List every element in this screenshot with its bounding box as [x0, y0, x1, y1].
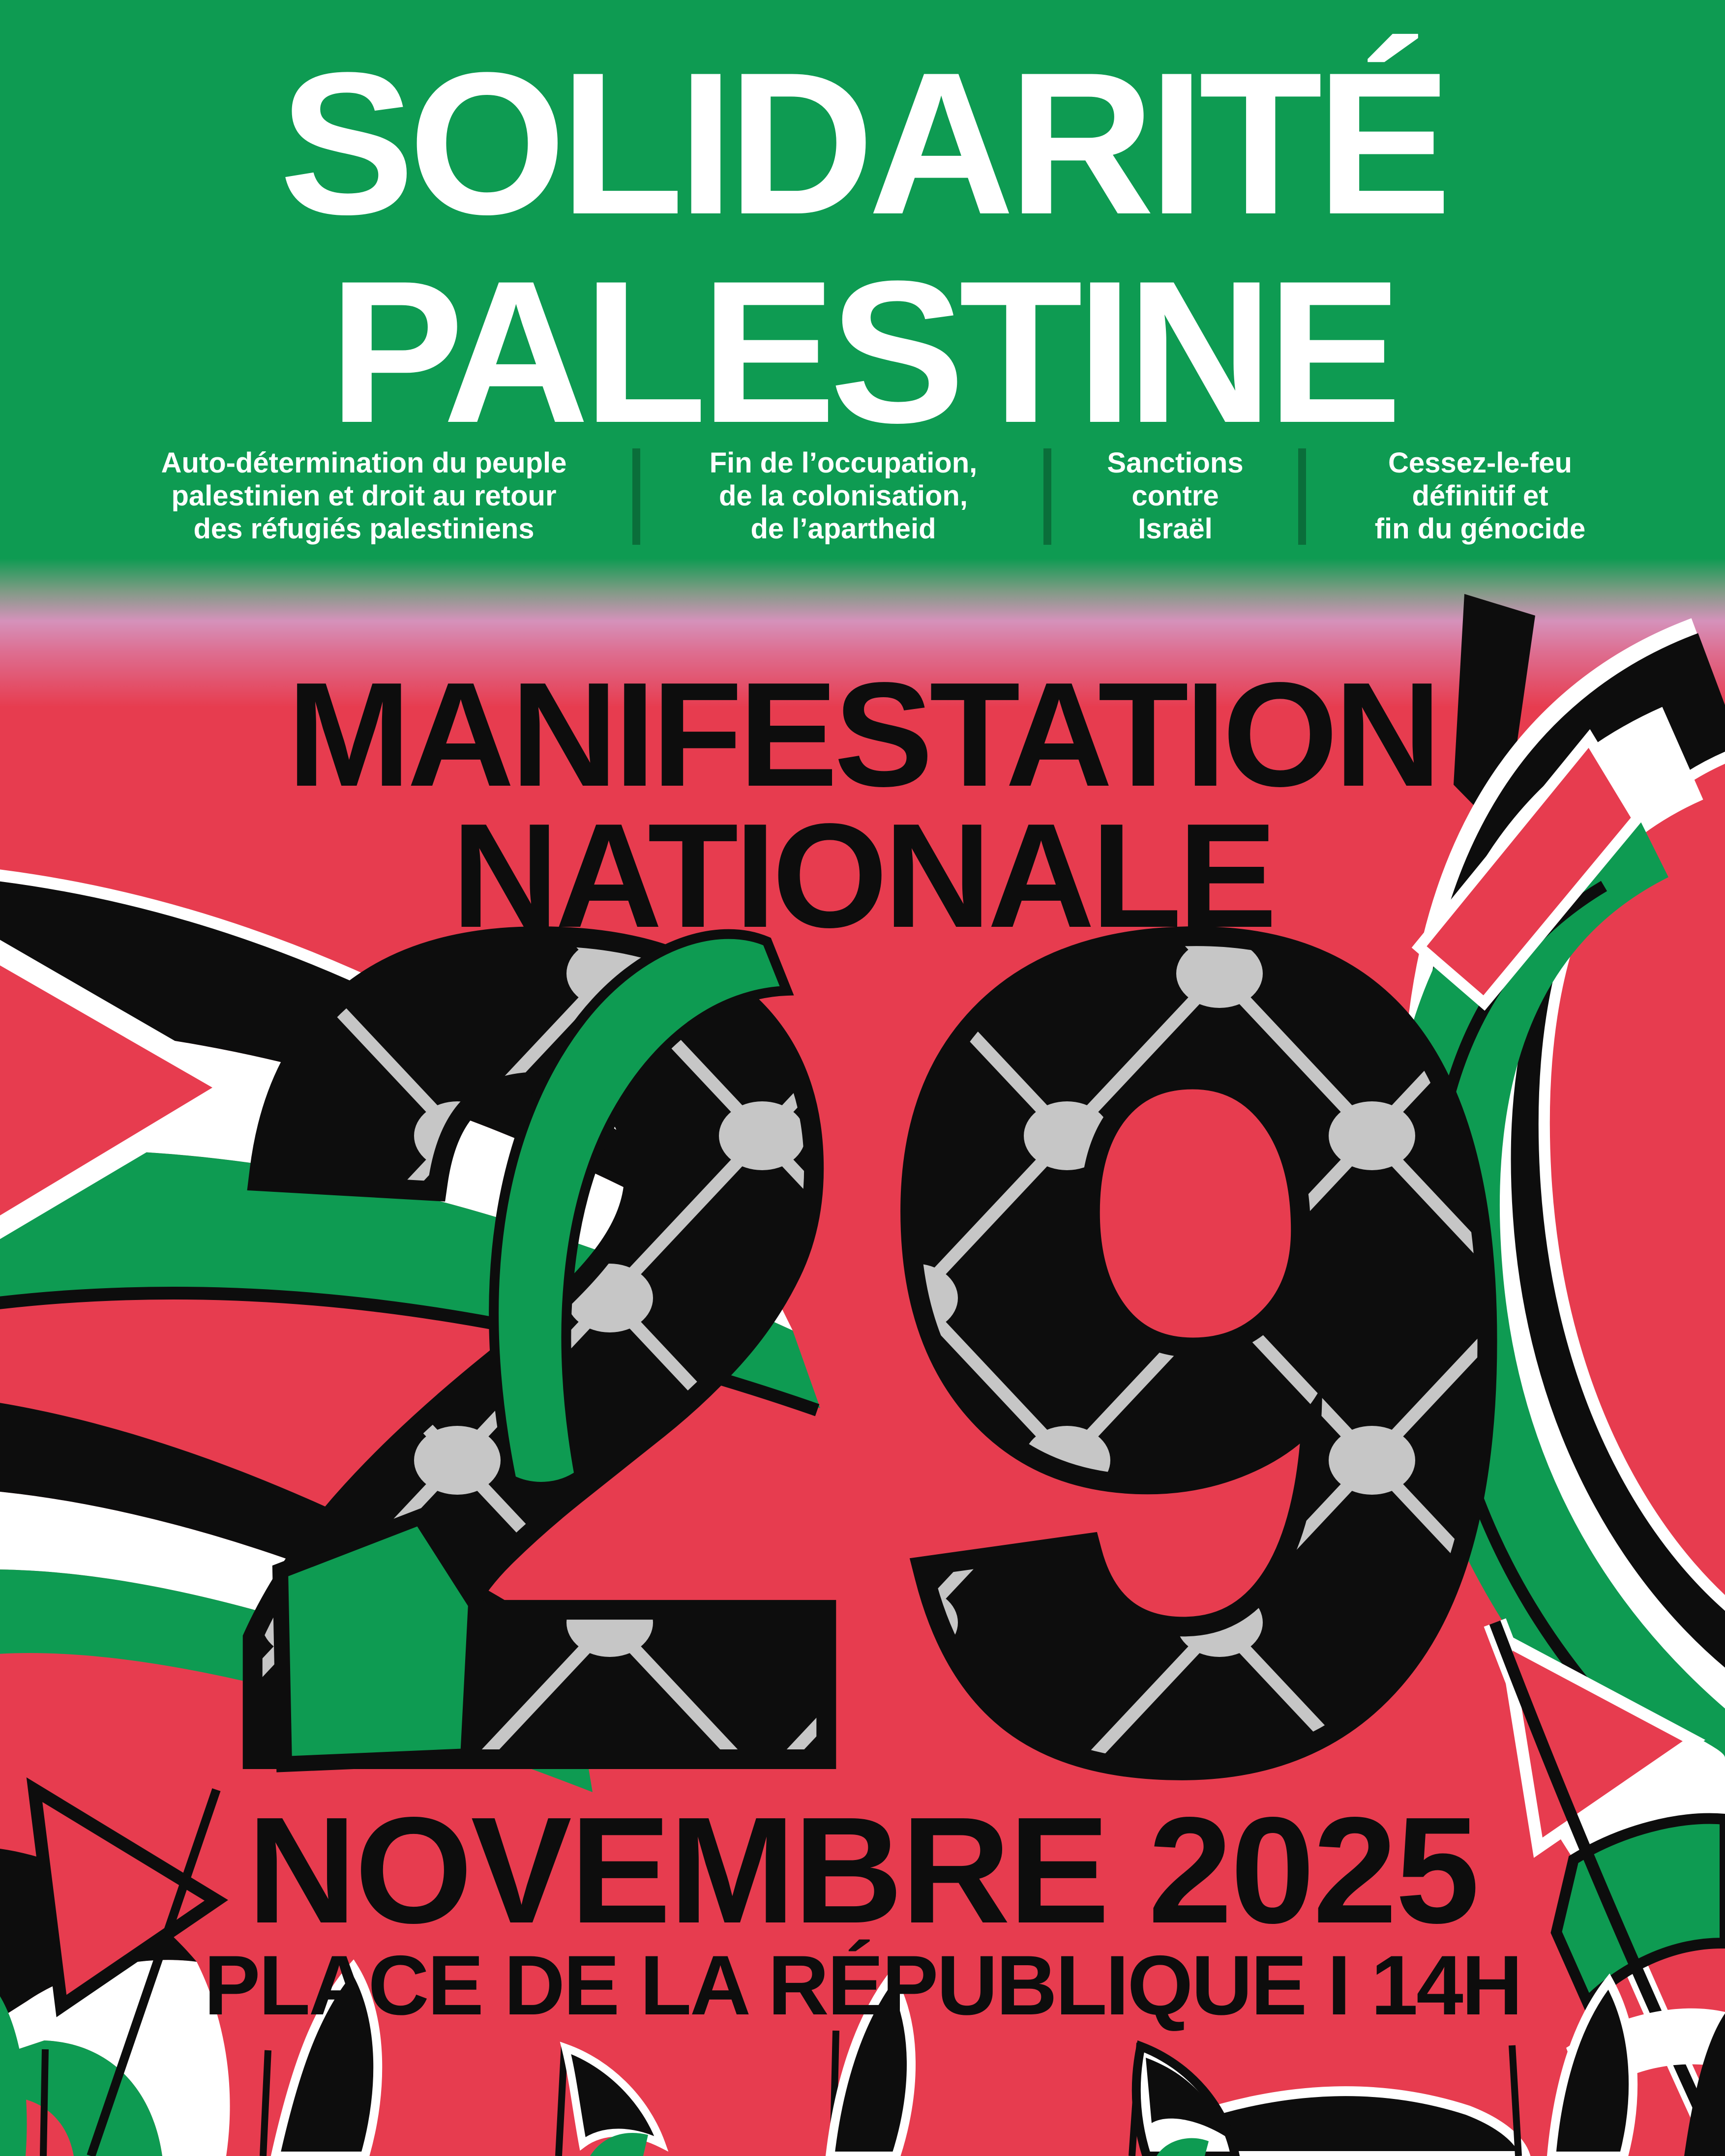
poster-title-line2: PALESTINE [328, 239, 1402, 465]
demand-line: palestinien et droit au retour [171, 480, 557, 512]
demand-line: de la colonisation, [719, 480, 968, 512]
event-headline-line2: NATIONALE [451, 793, 1277, 958]
demand-divider [632, 448, 640, 545]
event-location: PLACE DE LA RÉPUBLIQUE I 14H [204, 1938, 1523, 2033]
flag-black-edge [0, 1287, 820, 1417]
flag-black-stripe [0, 881, 757, 1259]
flag-black-sail [1547, 1973, 1638, 2156]
event-headline-line1: MANIFESTATION [287, 651, 1442, 817]
date-day-numerals: 29 [223, 708, 1538, 1993]
flag-pole [1509, 2045, 1522, 2156]
flag-green-patch [1157, 2138, 1209, 2156]
demand-line: Cessez-le-feu [1388, 447, 1572, 479]
demand-line: fin du génocide [1374, 513, 1586, 545]
demand-ceasefire: Cessez-le-feu définitif et fin du génoci… [1328, 446, 1633, 545]
demand-line: définitif et [1412, 480, 1548, 512]
palestinian-flag-bottom-left [0, 1777, 230, 2156]
poster-title: SOLIDARITÉ PALESTINE [0, 39, 1725, 456]
flag-black-sail [1189, 2086, 1531, 2156]
flag-red-triangle [26, 1777, 228, 2017]
flag-pole [40, 2049, 49, 2156]
poster-title-line1: SOLIDARITÉ [279, 30, 1452, 257]
demand-line: contre [1131, 480, 1219, 512]
demand-line: de l’apartheid [750, 513, 936, 545]
flag-black-drape [560, 2041, 669, 2152]
palestinian-flag-right-illustration [1387, 594, 1725, 1826]
flag-pole [1489, 1620, 1725, 2156]
demand-line: Israël [1138, 513, 1213, 545]
flag-black-swoosh [1146, 2058, 1225, 2136]
flag-pole [555, 2044, 568, 2156]
flag-red-triangle [1411, 729, 1644, 1011]
demands-row: Auto-détermination du peuple palestinien… [0, 446, 1725, 550]
demand-divider [1043, 448, 1051, 545]
flag-black-corner [1684, 2013, 1725, 2156]
flag-black-sail [825, 1969, 916, 2156]
demand-self-determination: Auto-détermination du peuple palestinien… [84, 446, 644, 545]
flag-green-stripe [0, 2040, 162, 2156]
flag-white-stripe [1548, 1736, 1725, 1860]
flag-pole [87, 1788, 221, 2156]
flag-green-stripe [1550, 1813, 1725, 2012]
flag-red-triangle [0, 965, 212, 1215]
flag-pole [260, 2050, 271, 2156]
demand-divider [1298, 448, 1306, 545]
demand-sanctions: Sanctions contre Israël [1072, 446, 1279, 545]
demand-end-occupation: Fin de l’occupation, de la colonisation,… [659, 446, 1028, 545]
demand-line: Sanctions [1107, 447, 1244, 479]
demand-line: Auto-détermination du peuple [161, 447, 567, 479]
crowd-flags-bottom [0, 1959, 1638, 2156]
flag-green-wedge [0, 1996, 27, 2156]
flag-tip [1454, 594, 1535, 836]
green-pentagon [272, 1507, 484, 1772]
flag-red-triangle [1497, 1629, 1706, 1858]
flag-black-sail [270, 1959, 383, 2156]
event-headline: MANIFESTATION NATIONALE [0, 651, 1725, 958]
green-ribbon-overlay [272, 929, 794, 1772]
green-crescent [489, 929, 794, 1492]
event-date: NOVEMBRE 2025 [247, 1786, 1480, 1955]
flag-green-patch [590, 2132, 648, 2156]
demand-line: Fin de l’occupation, [709, 447, 978, 479]
demand-line: des réfugiés palestiniens [193, 513, 535, 545]
